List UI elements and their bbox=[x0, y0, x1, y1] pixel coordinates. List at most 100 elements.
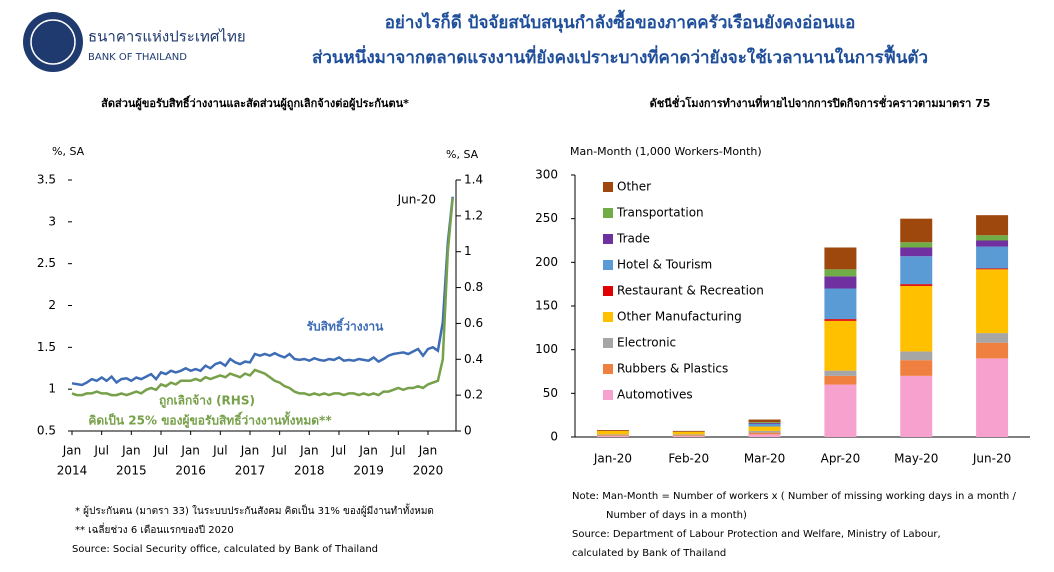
x-tick-label: Jan-20 bbox=[593, 452, 632, 466]
year-label: 2016 bbox=[175, 464, 206, 478]
note: ** เฉลี่ยช่วง 6 เดือนแรกของปี 2020 bbox=[75, 522, 234, 536]
line-series bbox=[71, 197, 454, 397]
bank-name-en: BANK OF THAILAND bbox=[88, 52, 187, 63]
bar-segment bbox=[824, 276, 857, 289]
bar-segment bbox=[672, 434, 705, 436]
year-label: 2018 bbox=[294, 464, 325, 478]
series-label: ถูกเลิกจ้าง (RHS) bbox=[159, 394, 255, 409]
legend-label: Transportation bbox=[616, 206, 704, 220]
x-tick-label: Mar-20 bbox=[744, 452, 785, 466]
y-tick-label: 250 bbox=[535, 211, 558, 225]
legend-swatch bbox=[603, 364, 613, 374]
bar-segment bbox=[824, 370, 857, 376]
series-label: รับสิทธิ์ว่างงาน bbox=[307, 318, 385, 334]
bar-segment bbox=[748, 422, 781, 424]
x-tick-label: Jan bbox=[121, 444, 141, 458]
bar-segment bbox=[976, 268, 1009, 270]
bar-segment bbox=[596, 434, 629, 436]
x-tick-label: Jul bbox=[153, 444, 168, 458]
bar-segment bbox=[824, 288, 857, 320]
y-axis-label: Man-Month (1,000 Workers-Month) bbox=[570, 145, 762, 158]
bar-segment bbox=[900, 351, 933, 361]
x-tick-label: May-20 bbox=[894, 452, 938, 466]
legend-swatch bbox=[603, 312, 613, 322]
bar-segment bbox=[976, 215, 1009, 236]
note: Source: Social Security office, calculat… bbox=[72, 544, 378, 555]
bar-segment bbox=[900, 247, 933, 257]
y-axis-label: %, SA bbox=[52, 145, 85, 158]
x-tick-label: Feb-20 bbox=[668, 452, 709, 466]
bar-segment bbox=[596, 430, 629, 435]
bar-segment bbox=[824, 384, 857, 437]
x-tick-label: Jun-20 bbox=[972, 452, 1011, 466]
bar-segment bbox=[748, 430, 781, 433]
x-tick-label: Jul bbox=[390, 444, 405, 458]
bar-segment bbox=[900, 375, 933, 437]
x-tick-label: Jul bbox=[212, 444, 227, 458]
year-label: 2019 bbox=[353, 464, 384, 478]
bar-segment bbox=[824, 320, 857, 371]
x-tick-label: Jan bbox=[358, 444, 378, 458]
line-series bbox=[71, 196, 454, 387]
note: Note: Man-Month = Number of workers x ( … bbox=[572, 491, 1016, 502]
bar-segment bbox=[900, 242, 933, 248]
y-tick-label: 300 bbox=[535, 168, 558, 182]
bar-segment bbox=[672, 435, 705, 437]
bar-segment bbox=[748, 423, 781, 424]
y2-tick-label: 1.4 bbox=[464, 173, 483, 187]
bank-name-th: ธนาคารแห่งประเทศไทย bbox=[88, 28, 246, 46]
y-tick-label: 200 bbox=[535, 255, 558, 269]
bar-segment bbox=[900, 284, 933, 286]
legend-swatch bbox=[603, 338, 613, 348]
x-tick-label: Jan bbox=[180, 444, 200, 458]
bar-segment bbox=[900, 218, 933, 243]
x-tick-label: Jan bbox=[418, 444, 438, 458]
bar-segment bbox=[596, 430, 629, 431]
bar-segment bbox=[748, 432, 781, 435]
legend-label: Rubbers & Plastics bbox=[617, 362, 728, 376]
annotation: Jun-20 bbox=[397, 193, 436, 207]
bar-segment bbox=[976, 269, 1009, 334]
y-tick-label: 1 bbox=[48, 382, 56, 396]
legend-swatch bbox=[603, 260, 613, 270]
y-tick-label: 0 bbox=[550, 430, 558, 444]
bar-segment bbox=[596, 436, 629, 437]
bar-segment bbox=[672, 431, 705, 435]
y2-tick-label: 0 bbox=[464, 424, 472, 438]
bar-segment bbox=[748, 426, 781, 431]
year-label: 2017 bbox=[235, 464, 266, 478]
legend-swatch bbox=[603, 390, 613, 400]
x-tick-label: Jul bbox=[331, 444, 346, 458]
legend-label: Trade bbox=[616, 232, 650, 246]
x-tick-label: Jan bbox=[62, 444, 82, 458]
y-tick-label: 2.5 bbox=[37, 256, 56, 270]
x-tick-label: Jul bbox=[93, 444, 108, 458]
bar-segment bbox=[900, 256, 933, 285]
bar-segment bbox=[748, 434, 781, 437]
y2-tick-label: 0.8 bbox=[464, 280, 483, 294]
bar-segment bbox=[976, 235, 1009, 241]
y-tick-label: 0.5 bbox=[37, 424, 56, 438]
y2-tick-label: 1 bbox=[464, 244, 472, 258]
note: * ผู้ประกันตน (มาตรา 33) ในระบบประกันสัง… bbox=[75, 503, 434, 517]
legend-label: Automotives bbox=[617, 388, 693, 402]
y-tick-label: 3.5 bbox=[37, 173, 56, 187]
legend-label: Other bbox=[617, 180, 651, 194]
note: Source: Department of Labour Protection … bbox=[572, 529, 941, 540]
bar-segment bbox=[824, 269, 857, 277]
legend-swatch bbox=[603, 286, 613, 296]
x-tick-label: Apr-20 bbox=[821, 452, 861, 466]
y2-tick-label: 0.4 bbox=[464, 352, 483, 366]
annotation: คิดเป็น 25% ของผู้ขอรับสิทธิ์ว่างงานทั้ง… bbox=[88, 411, 332, 429]
x-tick-label: Jan bbox=[299, 444, 319, 458]
legend-swatch bbox=[603, 208, 613, 218]
chart-title: สัดส่วนผู้ขอรับสิทธิ์ว่างงานและสัดส่วนผู… bbox=[101, 95, 409, 111]
year-label: 2014 bbox=[57, 464, 88, 478]
y-tick-label: 2 bbox=[48, 298, 56, 312]
legend-swatch bbox=[603, 234, 613, 244]
bar-segment bbox=[596, 435, 629, 437]
legend-label: Other Manufacturing bbox=[617, 310, 742, 324]
x-tick-label: Jul bbox=[271, 444, 286, 458]
y2-tick-label: 0.2 bbox=[464, 388, 483, 402]
